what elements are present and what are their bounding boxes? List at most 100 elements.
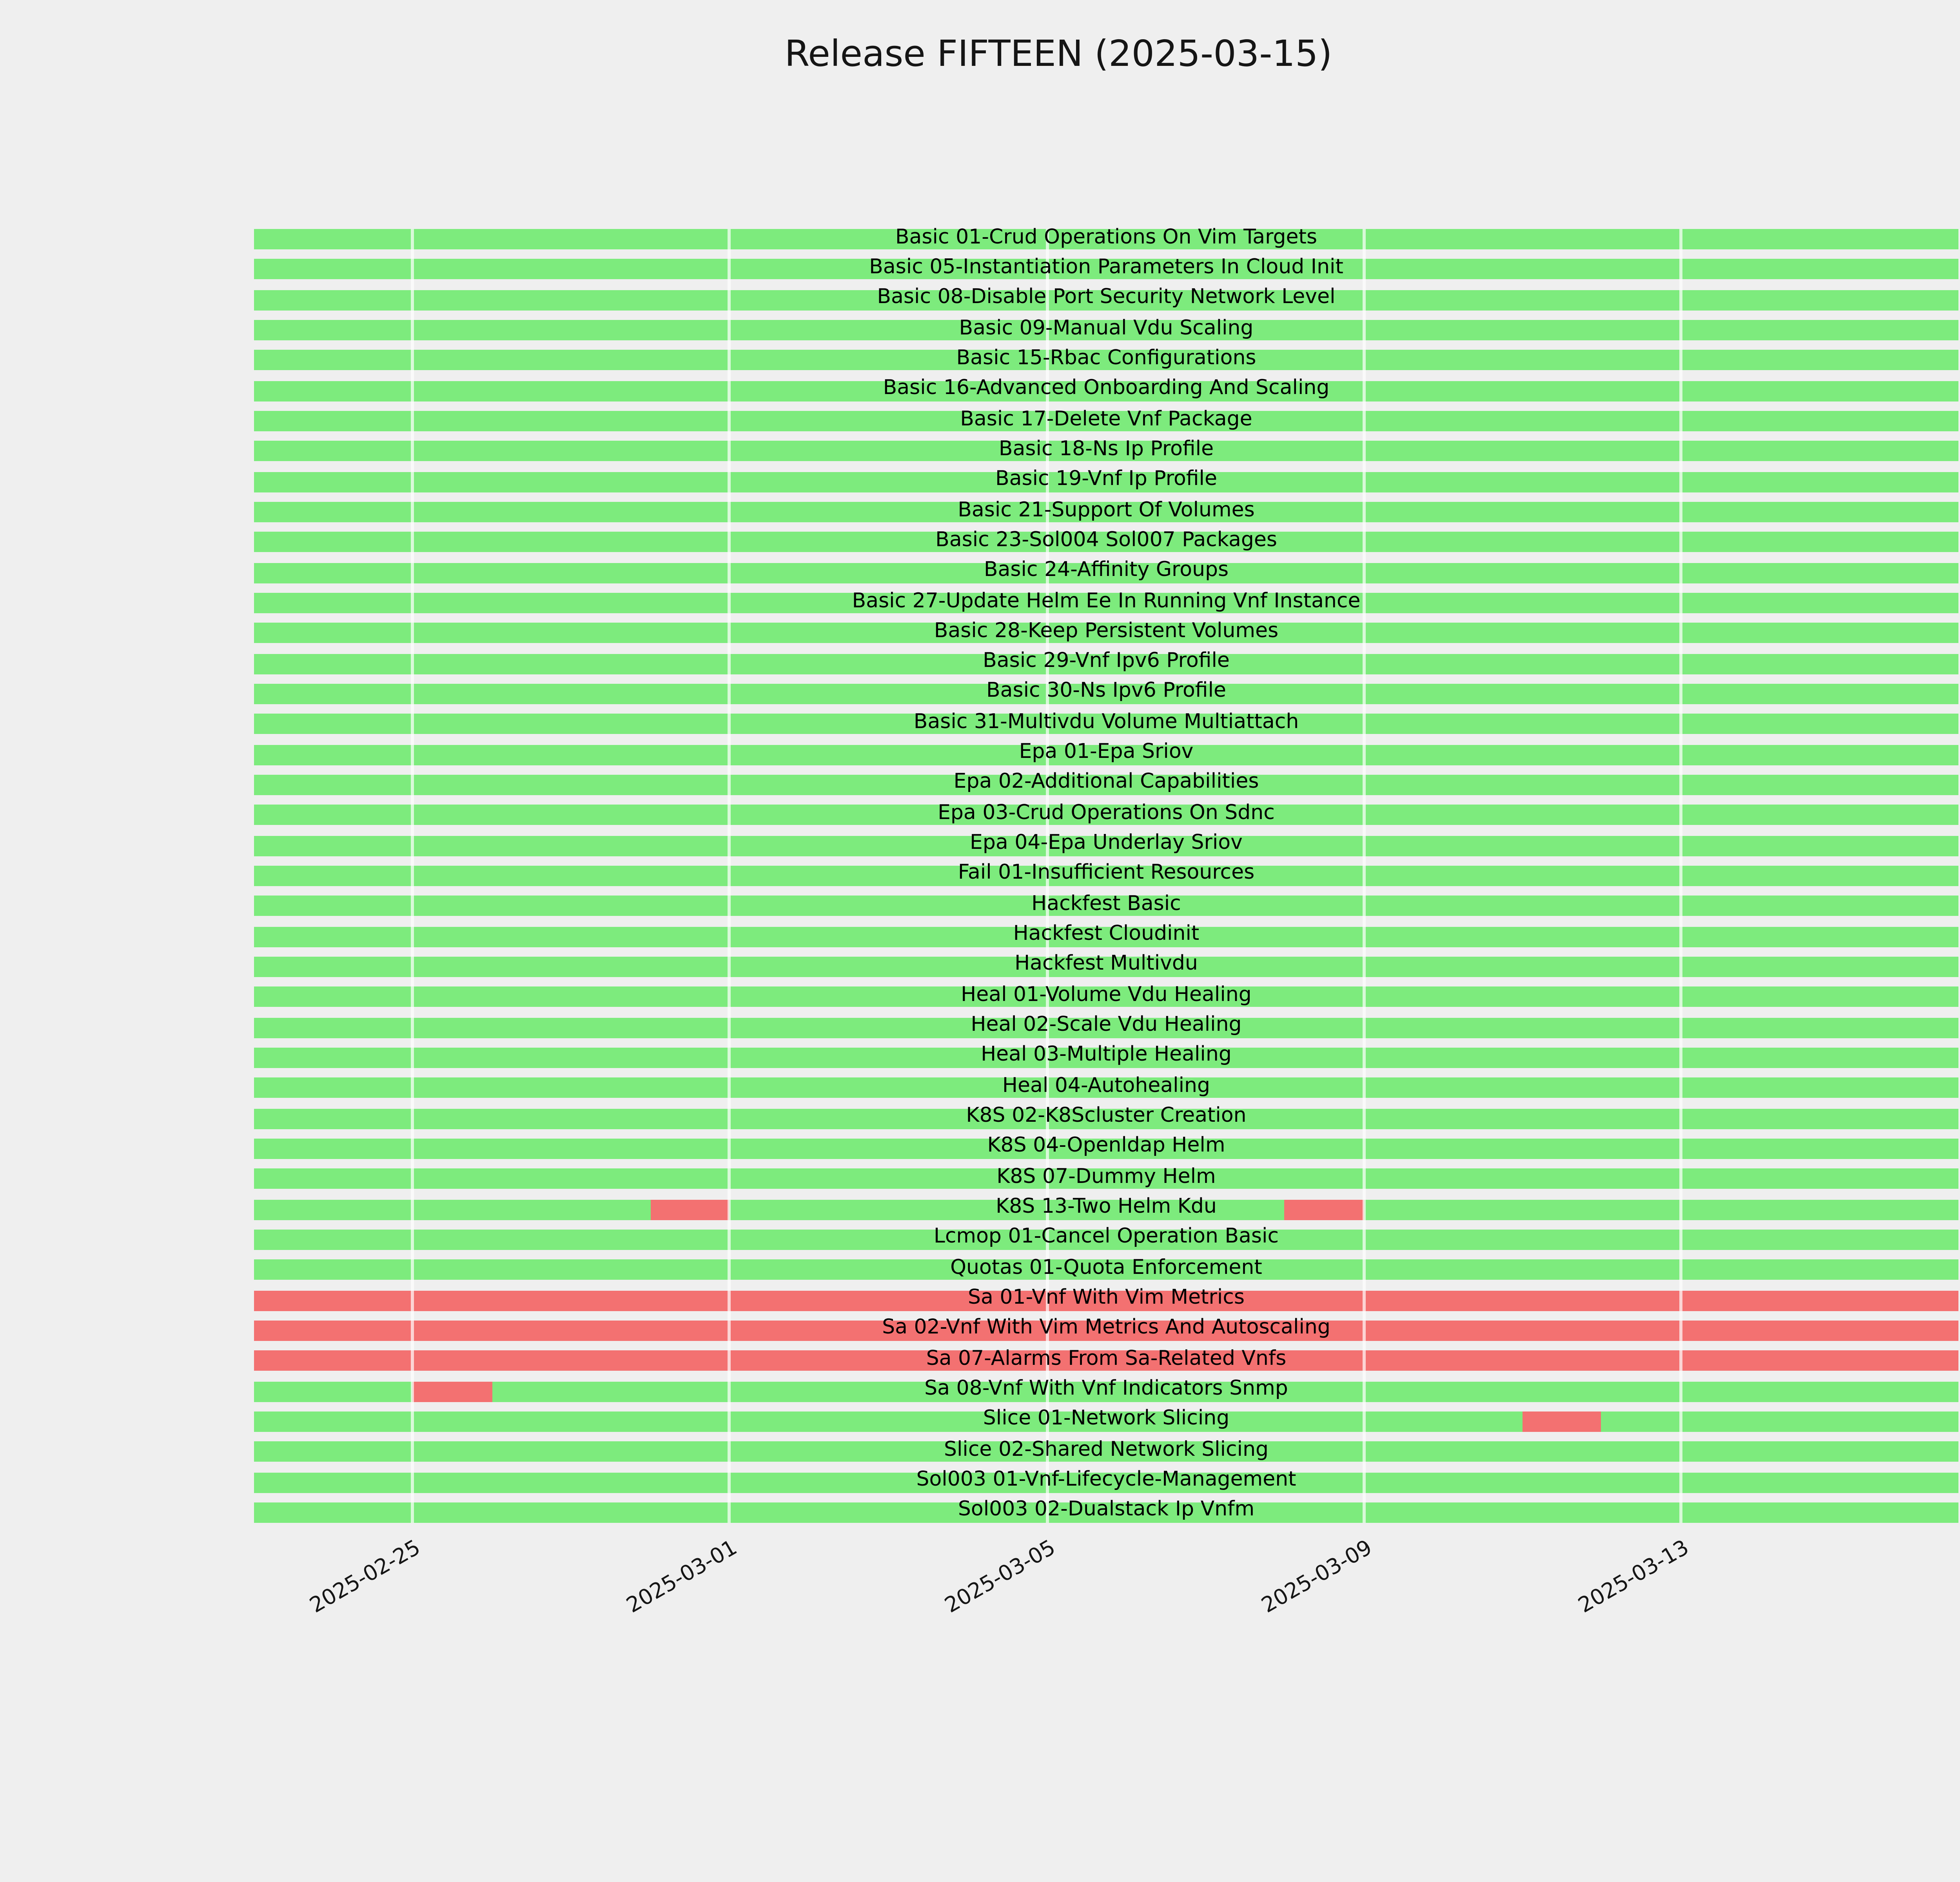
bar-segment-pass	[254, 1199, 651, 1220]
gantt-row: Fail 01-Insufficient Resources	[254, 862, 1958, 887]
gantt-row: Hackfest Multivdu	[254, 953, 1958, 977]
row-label: Sa 01-Vnf With Vim Metrics	[967, 1286, 1245, 1310]
gantt-row: Basic 23-Sol004 Sol007 Packages	[254, 529, 1958, 553]
row-label: Heal 03-Multiple Healing	[981, 1044, 1232, 1068]
bar-segment-pass	[254, 259, 1958, 280]
bar-segment-pass	[254, 653, 1958, 674]
bar-segment-pass	[254, 1229, 1958, 1250]
bar-segment-pass	[254, 350, 1958, 371]
gantt-row: Basic 08-Disable Port Security Network L…	[254, 287, 1958, 310]
bar-segment-pass	[254, 1168, 1958, 1190]
bar-segment-pass	[254, 562, 1958, 583]
row-label: Basic 17-Delete Vnf Package	[960, 407, 1252, 431]
row-label: Heal 02-Scale Vdu Healing	[971, 1014, 1242, 1037]
bar-segment-pass	[254, 1047, 1958, 1068]
gantt-row: Basic 16-Advanced Onboarding And Scaling	[254, 378, 1958, 401]
row-label: Basic 27-Update Helm Ee In Running Vnf I…	[852, 589, 1361, 613]
gantt-row: Slice 02-Shared Network Slicing	[254, 1439, 1958, 1462]
gantt-row: Sa 07-Alarms From Sa-Related Vnfs	[254, 1347, 1958, 1372]
bar-segment-fail	[254, 1320, 1958, 1341]
bar-segment-fail	[1522, 1411, 1602, 1432]
gantt-row: Heal 02-Scale Vdu Healing	[254, 1014, 1958, 1038]
bar-segment-pass	[254, 1441, 1958, 1462]
gridline	[728, 229, 731, 1523]
row-label: Basic 01-Crud Operations On Vim Targets	[895, 225, 1318, 249]
x-tick-label: 2025-03-13	[1574, 1535, 1694, 1619]
bar-segment-pass	[254, 774, 1958, 796]
row-label: Hackfest Multivdu	[1014, 953, 1198, 977]
gantt-row: Basic 18-Ns Ip Profile	[254, 438, 1958, 462]
bar-segment-pass	[254, 865, 1958, 887]
row-label: Basic 23-Sol004 Sol007 Packages	[935, 529, 1277, 552]
gantt-row: Basic 29-Vnf Ipv6 Profile	[254, 650, 1958, 674]
bar-segment-pass	[254, 532, 1958, 553]
row-label: Epa 02-Additional Capabilities	[953, 771, 1259, 795]
bar-segment-pass	[254, 289, 1958, 310]
row-label: Fail 01-Insufficient Resources	[958, 862, 1255, 886]
gantt-row: Sa 08-Vnf With Vnf Indicators Snmp	[254, 1378, 1958, 1402]
row-label: Sol003 01-Vnf-Lifecycle-Management	[916, 1468, 1296, 1492]
gantt-row: Sol003 01-Vnf-Lifecycle-Management	[254, 1468, 1958, 1493]
row-label: Hackfest Cloudinit	[1013, 923, 1200, 946]
gantt-row: Basic 15-Rbac Configurations	[254, 347, 1958, 371]
bar-segment-pass	[254, 1138, 1958, 1159]
gantt-row: K8S 04-Openldap Helm	[254, 1135, 1958, 1159]
gantt-row: Epa 04-Epa Underlay Sriov	[254, 832, 1958, 856]
row-label: Sol003 02-Dualstack Ip Vnfm	[958, 1499, 1255, 1522]
row-label: Heal 04-Autohealing	[1002, 1074, 1210, 1098]
x-tick-label: 2025-03-01	[623, 1535, 742, 1619]
gantt-row: Basic 01-Crud Operations On Vim Targets	[254, 225, 1958, 250]
bar-segment-pass	[254, 683, 1958, 705]
bar-segment-fail	[254, 1290, 1958, 1311]
bar-segment-pass	[254, 1411, 1523, 1432]
row-label: K8S 07-Dummy Helm	[996, 1165, 1216, 1189]
gantt-row: Basic 24-Affinity Groups	[254, 560, 1958, 583]
bar-segment-pass	[254, 896, 1958, 917]
gantt-row: Quotas 01-Quota Enforcement	[254, 1256, 1958, 1281]
bar-segment-pass	[254, 714, 1958, 735]
bar-segment-pass	[254, 501, 1958, 523]
row-label: Lcmop 01-Cancel Operation Basic	[933, 1226, 1279, 1250]
gantt-row: Heal 03-Multiple Healing	[254, 1044, 1958, 1068]
bar-segment-fail	[412, 1381, 492, 1402]
gantt-row: K8S 13-Two Helm Kdu	[254, 1195, 1958, 1220]
gantt-row: Basic 30-Ns Ipv6 Profile	[254, 681, 1958, 705]
row-label: Basic 28-Keep Persistent Volumes	[934, 619, 1279, 643]
row-label: Basic 15-Rbac Configurations	[956, 347, 1256, 371]
bar-segment-pass	[730, 1199, 1285, 1220]
gantt-row: Sa 02-Vnf With Vim Metrics And Autoscali…	[254, 1317, 1958, 1341]
gantt-row: Basic 09-Manual Vdu Scaling	[254, 316, 1958, 341]
bar-segment-pass	[254, 623, 1958, 644]
bar-segment-pass	[254, 1472, 1958, 1493]
gantt-row: Hackfest Basic	[254, 893, 1958, 917]
gantt-row: Epa 03-Crud Operations On Sdnc	[254, 802, 1958, 826]
gantt-row: Slice 01-Network Slicing	[254, 1408, 1958, 1432]
gridline	[1679, 229, 1683, 1523]
bar-segment-pass	[254, 926, 1958, 947]
row-label: Sa 02-Vnf With Vim Metrics And Autoscali…	[882, 1317, 1330, 1341]
bar-segment-pass	[254, 987, 1958, 1008]
row-label: Basic 18-Ns Ip Profile	[998, 438, 1214, 461]
row-label: Quotas 01-Quota Enforcement	[950, 1256, 1262, 1280]
bar-segment-pass	[254, 411, 1958, 432]
gantt-row: Epa 02-Additional Capabilities	[254, 771, 1958, 796]
gantt-row: Basic 05-Instantiation Parameters In Clo…	[254, 256, 1958, 280]
bar-segment-pass	[254, 1502, 1958, 1523]
bar-segment-fail	[1285, 1199, 1364, 1220]
bar-segment-pass	[254, 1381, 413, 1402]
gantt-row: Sol003 02-Dualstack Ip Vnfm	[254, 1499, 1958, 1523]
gridline	[1362, 229, 1366, 1523]
bar-segment-pass	[492, 1381, 1958, 1402]
row-label: Basic 09-Manual Vdu Scaling	[959, 316, 1254, 340]
bar-segment-pass	[254, 441, 1958, 462]
gridline	[1045, 229, 1049, 1523]
row-label: K8S 04-Openldap Helm	[987, 1135, 1225, 1159]
bar-segment-pass	[1601, 1411, 1958, 1432]
gantt-row: Lcmop 01-Cancel Operation Basic	[254, 1226, 1958, 1250]
row-label: Sa 07-Alarms From Sa-Related Vnfs	[926, 1347, 1287, 1371]
gantt-row: Basic 19-Vnf Ip Profile	[254, 469, 1958, 492]
row-label: K8S 13-Two Helm Kdu	[996, 1195, 1217, 1219]
bar-segment-pass	[254, 592, 1958, 614]
